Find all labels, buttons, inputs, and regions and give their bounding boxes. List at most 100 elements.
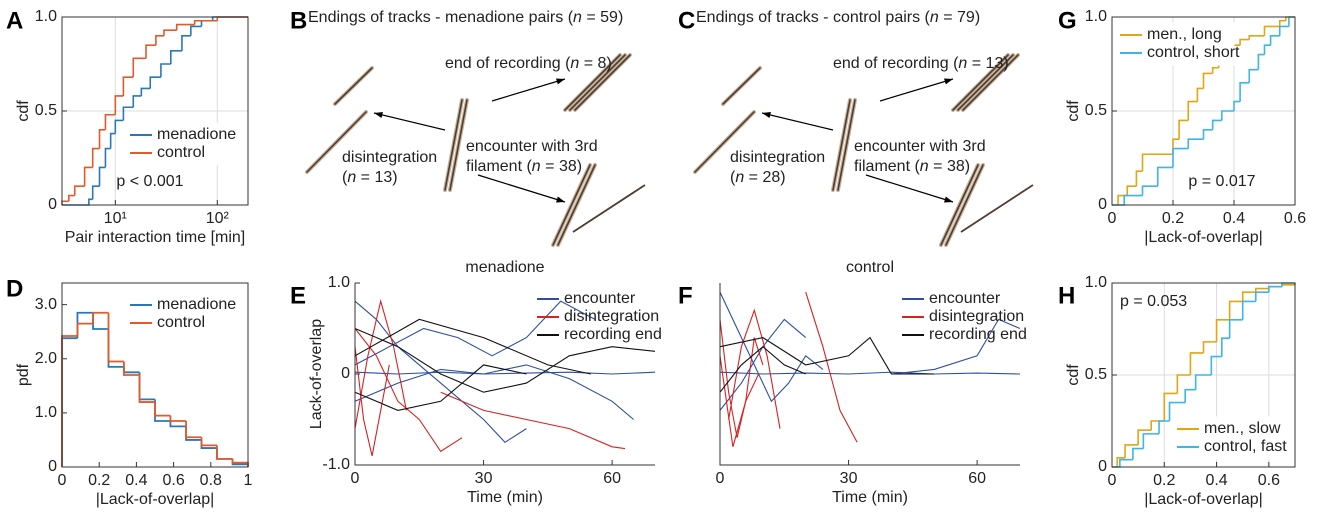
x-tick-label: 0.8 xyxy=(200,472,222,489)
trace-line xyxy=(719,336,935,375)
x-tick-label: 1 xyxy=(244,472,253,489)
trace-line xyxy=(440,391,626,450)
legend-label: disintegration xyxy=(929,308,1024,325)
x-tick-label: 0 xyxy=(351,470,360,487)
arrow-head xyxy=(556,78,565,85)
cdf-step xyxy=(170,50,182,64)
cdf-step xyxy=(140,87,151,96)
legend-label: control, short xyxy=(1147,44,1240,61)
trace-line xyxy=(354,318,591,375)
x-tick-label: 0.2 xyxy=(88,472,110,489)
axes xyxy=(354,283,655,466)
arrow xyxy=(373,112,446,131)
diagram-label: end of recording (n = 13) xyxy=(833,55,1009,72)
cdf-step xyxy=(1221,110,1234,121)
histogram-step xyxy=(138,375,155,403)
cdf-step xyxy=(1141,185,1158,196)
legend-label: encounter xyxy=(929,290,1001,307)
cdf-step xyxy=(114,95,124,115)
cdf-step xyxy=(1263,44,1271,55)
cdf-step xyxy=(1268,285,1282,293)
y-axis-label: cdf xyxy=(15,100,32,122)
x-axis-label: Time (min) xyxy=(467,489,543,506)
cdf-step xyxy=(1187,100,1198,121)
x-axis-label: |Lack-of-overlap| xyxy=(1144,491,1263,508)
histogram-step xyxy=(154,402,171,417)
cdf-step xyxy=(1239,82,1250,102)
panel-letter: A xyxy=(6,7,23,34)
filament xyxy=(945,164,984,246)
y-tick-label: 1.0 xyxy=(35,8,57,25)
legend-label: menadione xyxy=(157,296,236,313)
cdf-step xyxy=(1168,401,1186,421)
legend-label: encounter xyxy=(564,290,636,307)
x-axis-label: |Lack-of-overlap| xyxy=(96,491,215,508)
cdf-step xyxy=(145,44,156,59)
cdf-step xyxy=(1124,444,1139,458)
trace-line xyxy=(354,300,527,444)
cdf-step xyxy=(200,19,213,27)
trace-line xyxy=(354,327,656,393)
cdf-step xyxy=(1241,300,1256,320)
cdf-step xyxy=(132,57,147,78)
x-tick-label: 0.2 xyxy=(1153,472,1175,489)
cdf-step xyxy=(1254,287,1269,293)
y-axis-label: cdf xyxy=(1065,364,1082,386)
cdf-step xyxy=(1132,447,1144,460)
y-tick-label: 0.5 xyxy=(1085,102,1107,119)
cdf-step xyxy=(1278,19,1286,27)
x-tick-label: 0.6 xyxy=(162,472,184,489)
diagram-label: encounter with 3rd xyxy=(854,138,986,155)
trace-line xyxy=(354,346,390,457)
trace-line xyxy=(719,371,1021,375)
cdf-step xyxy=(1142,433,1160,449)
y-axis-label: pdf xyxy=(15,363,32,386)
x-tick-label: 60 xyxy=(968,470,986,487)
legend-label: control, fast xyxy=(1204,438,1287,455)
cdf-step xyxy=(1196,87,1204,102)
arrow-head xyxy=(374,111,383,118)
cdf-step xyxy=(1248,68,1259,83)
axes-box xyxy=(61,282,249,468)
panel-letter: B xyxy=(290,7,307,34)
diagram-title: Endings of tracks - control pairs (n = 7… xyxy=(696,9,980,26)
cdf-step xyxy=(1257,53,1265,70)
arrow-head xyxy=(944,196,953,203)
cdf-step xyxy=(1112,458,1133,468)
y-tick-label: 0 xyxy=(48,196,57,213)
cdf-step xyxy=(1178,119,1189,140)
cdf-step xyxy=(175,23,195,31)
panel-title: menadione xyxy=(465,259,544,276)
x-tick-label: 0 xyxy=(716,470,725,487)
cdf-step xyxy=(1135,170,1143,187)
cdf-step xyxy=(1126,185,1137,196)
arrow-head xyxy=(762,111,771,118)
panel-letter: F xyxy=(678,282,693,309)
cdf-step xyxy=(1263,25,1280,36)
cdf-step xyxy=(181,35,191,51)
filament xyxy=(832,99,851,191)
annotation: p < 0.001 xyxy=(116,173,183,190)
histogram-step xyxy=(123,366,140,374)
cdf-step xyxy=(1150,420,1165,431)
y-tick-label: 1.0 xyxy=(328,274,350,291)
cdf-step xyxy=(62,198,93,206)
axes-box xyxy=(1111,16,1296,206)
cdf-step xyxy=(91,185,100,200)
trace-line xyxy=(719,355,760,447)
y-tick-label: 1.0 xyxy=(35,404,57,421)
y-tick-label: 1.0 xyxy=(1085,274,1107,291)
y-tick-label: 1.0 xyxy=(1085,8,1107,25)
cdf-step xyxy=(1278,25,1289,36)
annotation: p = 0.017 xyxy=(1188,173,1255,190)
x-tick-label: 0.4 xyxy=(1223,210,1245,227)
x-tick-label: 30 xyxy=(840,470,858,487)
diagram-label: disintegration xyxy=(342,149,437,166)
cdf-step xyxy=(122,76,134,96)
cdf-step xyxy=(98,166,106,187)
legend-label: men., long xyxy=(1147,26,1222,43)
panel-letter: D xyxy=(6,275,23,302)
cdf-step xyxy=(216,16,248,21)
cdf-step xyxy=(160,63,171,78)
histogram-step xyxy=(107,312,124,363)
